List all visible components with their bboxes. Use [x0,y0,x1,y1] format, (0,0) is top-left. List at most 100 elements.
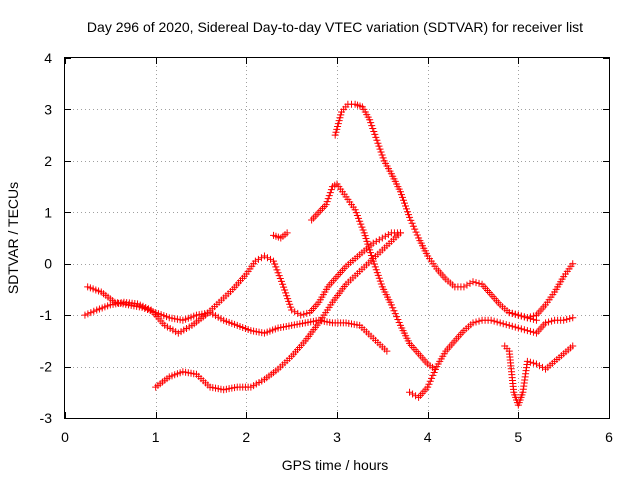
data-point [331,131,339,139]
data-point [375,274,383,282]
data-point [376,277,384,285]
data-point [334,120,342,128]
data-point [281,286,289,294]
data-point [337,111,345,119]
data-point [369,257,377,265]
data-point [505,309,513,317]
data-point [520,313,528,321]
data-point [371,130,379,138]
data-point [390,307,398,315]
data-point [279,280,287,288]
data-point [475,317,483,325]
data-point [466,279,474,287]
data-point [297,311,305,319]
data-point [370,127,378,135]
y-tick-label: 2 [44,153,52,169]
data-point [469,278,477,286]
data-point [326,189,334,197]
x-tick-label: 5 [514,429,522,445]
data-point [294,309,302,317]
data-point [548,317,556,325]
data-point [283,229,291,237]
data-point [315,208,323,216]
y-tick-label: 0 [44,256,52,272]
data-point [324,195,332,203]
data-point [371,263,379,271]
data-point [291,308,299,316]
data-point [372,133,380,141]
series-track-5 [308,180,439,373]
data-point [377,280,385,288]
data-point [352,209,360,217]
data-point [529,359,537,367]
data-point [325,192,333,200]
data-point [285,297,293,305]
data-point [545,318,553,326]
data-point [508,309,516,317]
x-tick-label: 2 [242,429,250,445]
x-tick-label: 4 [424,429,432,445]
data-point [499,320,507,328]
data-point [542,319,550,327]
y-tick-label: 3 [44,101,52,117]
chart-title: Day 296 of 2020, Sidereal Day-to-day VTE… [87,19,583,35]
data-point [407,216,415,224]
data-point [286,300,294,308]
y-tick-label: 1 [44,204,52,220]
data-point [374,139,382,147]
data-point [406,213,414,221]
data-point [430,368,438,376]
data-point [366,116,374,124]
data-point [372,237,380,245]
data-point [566,315,574,323]
data-point [267,255,275,263]
y-tick-label: -2 [40,359,53,375]
series-track-6 [270,229,291,242]
data-point [376,145,384,153]
data-points [81,100,577,409]
data-point [391,310,399,318]
data-point [487,316,495,324]
data-point [280,283,288,291]
data-point [356,217,364,225]
data-point [377,148,385,156]
data-point [511,323,519,331]
data-point [389,304,397,312]
data-point [317,206,325,214]
y-axis-label: SDTVAR / TECUs [5,182,21,294]
data-point [251,257,259,265]
data-point [276,275,284,282]
y-tick-label: -3 [40,410,53,426]
data-point [475,279,483,287]
data-point [277,277,285,285]
data-point [378,234,386,242]
data-point [399,196,407,204]
data-point [84,310,92,318]
data-point [490,317,498,325]
data-point [81,311,89,319]
data-point [357,220,365,228]
data-point [463,281,471,289]
data-point [332,128,340,136]
data-point [469,319,477,327]
data-point [274,269,282,277]
data-point [523,327,531,335]
data-point [353,212,361,219]
data-point [87,309,95,317]
data-point [369,239,377,247]
y-tick-label: -1 [40,307,53,323]
data-point [282,289,290,297]
data-point [402,202,410,210]
data-point [288,306,296,314]
data-point [378,151,386,159]
data-point [322,201,330,209]
data-point [327,186,335,194]
data-point [396,188,404,196]
data-point [383,347,391,355]
data-point [569,342,577,350]
data-point [426,377,434,385]
data-point [526,313,534,321]
data-point [429,371,437,379]
data-point [334,122,342,130]
